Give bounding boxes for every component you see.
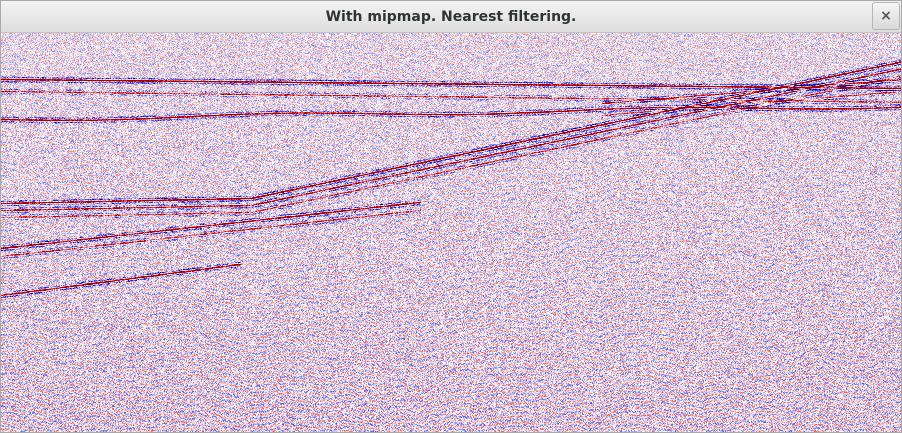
seismic-image [1, 33, 901, 432]
seismic-viewport[interactable] [1, 33, 901, 432]
title-bar[interactable]: With mipmap. Nearest filtering. × [1, 1, 901, 33]
close-icon: × [880, 8, 892, 24]
close-button[interactable]: × [872, 2, 900, 30]
window-title: With mipmap. Nearest filtering. [325, 9, 577, 25]
